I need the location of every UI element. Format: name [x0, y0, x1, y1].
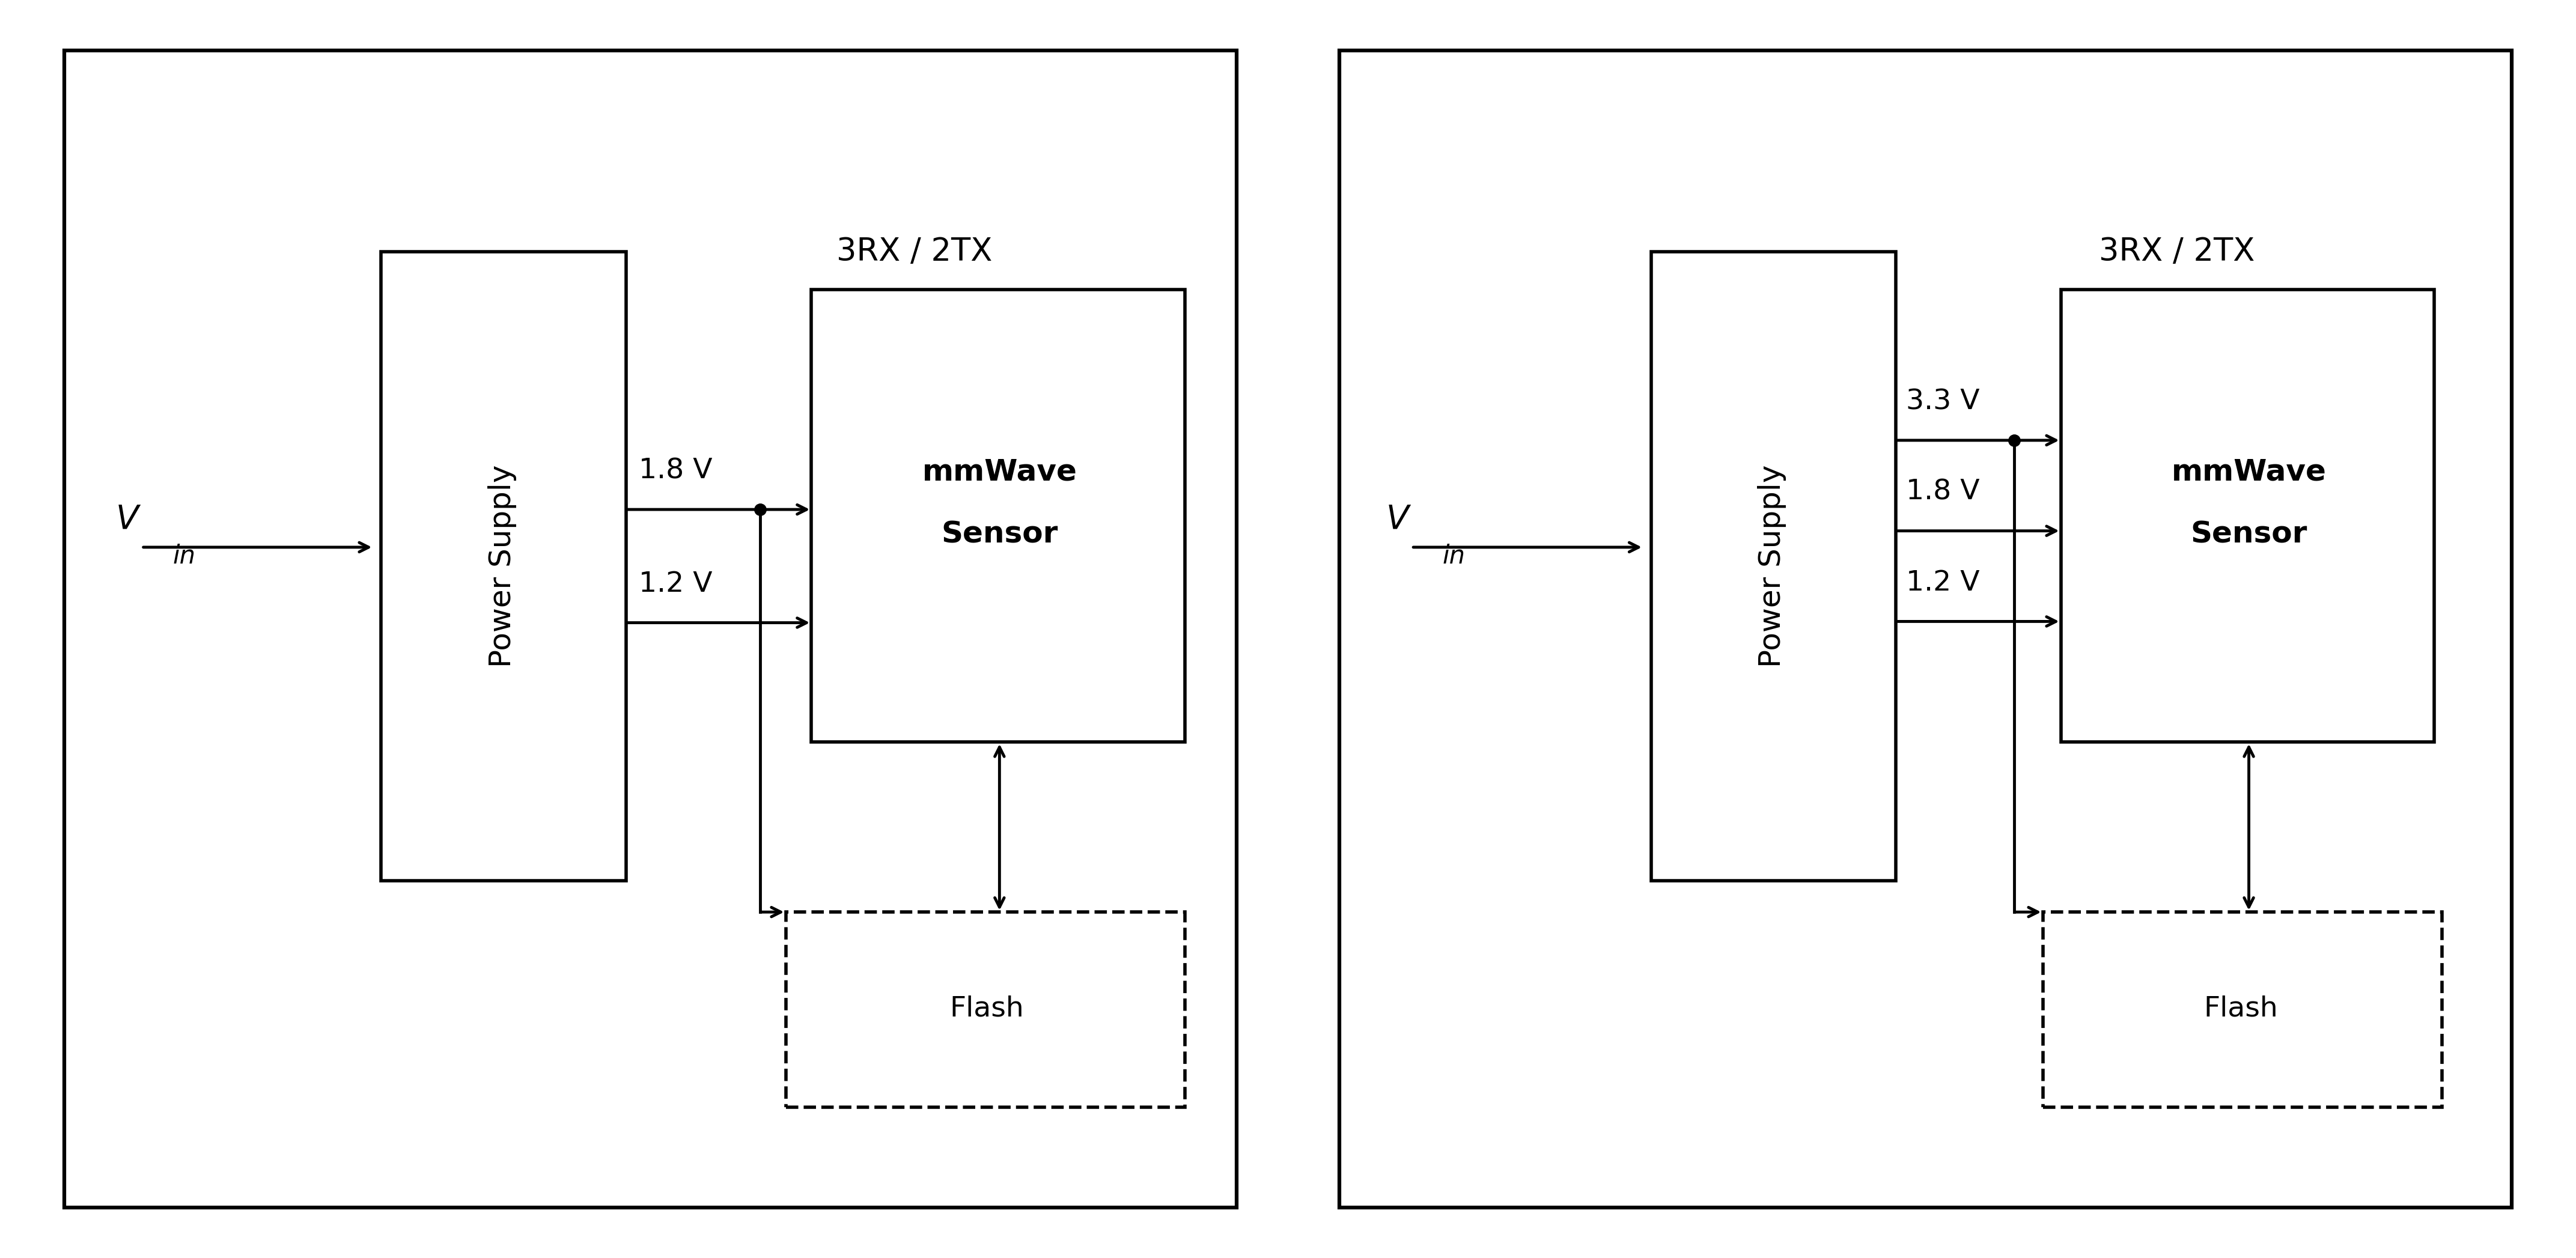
Text: mmWave: mmWave — [2172, 458, 2326, 486]
Text: 1.8 V: 1.8 V — [1906, 479, 1981, 506]
Text: Flash: Flash — [2205, 995, 2277, 1023]
Text: 3RX / 2TX: 3RX / 2TX — [2099, 237, 2254, 267]
Text: 3RX / 2TX: 3RX / 2TX — [837, 237, 992, 267]
Bar — [1651, 252, 1896, 881]
Text: Flash: Flash — [951, 995, 1023, 1023]
Bar — [811, 289, 1185, 742]
Text: Power Supply: Power Supply — [1757, 464, 1788, 668]
Bar — [381, 252, 626, 881]
Text: in: in — [1443, 543, 1466, 569]
Text: 1.2 V: 1.2 V — [639, 571, 714, 598]
Bar — [64, 50, 1236, 1208]
Bar — [2061, 289, 2434, 742]
Text: Sensor: Sensor — [940, 521, 1059, 548]
Text: 1.2 V: 1.2 V — [1906, 570, 1981, 596]
Text: V: V — [1386, 503, 1409, 535]
Bar — [1340, 50, 2512, 1208]
Bar — [786, 912, 1185, 1107]
Text: mmWave: mmWave — [922, 458, 1077, 486]
Bar — [2043, 912, 2442, 1107]
Text: 3.3 V: 3.3 V — [1906, 389, 1981, 415]
Text: in: in — [173, 543, 196, 569]
Text: Power Supply: Power Supply — [487, 464, 518, 668]
Text: V: V — [116, 503, 139, 535]
Text: 1.8 V: 1.8 V — [639, 458, 714, 484]
Text: Sensor: Sensor — [2190, 521, 2308, 548]
